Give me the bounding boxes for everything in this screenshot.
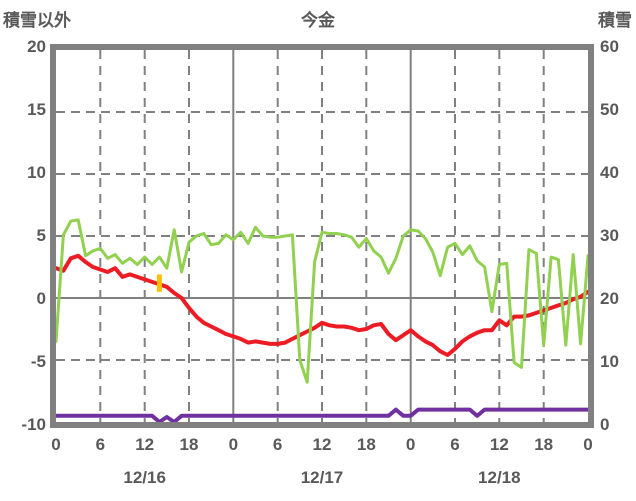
x-axis-hour-tick: 0 bbox=[405, 435, 416, 454]
x-axis-date-label: 12/16 bbox=[123, 468, 166, 487]
orange-bar bbox=[156, 274, 162, 292]
red-line bbox=[56, 253, 588, 357]
left-axis-tick: 0 bbox=[36, 289, 46, 308]
x-axis-hour-tick: 6 bbox=[95, 435, 106, 454]
left-axis-tick: 10 bbox=[27, 163, 46, 182]
right-axis-tick: 40 bbox=[600, 163, 619, 182]
right-axis-tick: 10 bbox=[600, 352, 619, 371]
left-axis-tick: 15 bbox=[27, 100, 46, 119]
x-axis-hour-tick: 6 bbox=[272, 435, 283, 454]
x-axis-date-label: 12/17 bbox=[300, 468, 344, 487]
x-axis-date-label: 12/18 bbox=[478, 468, 521, 487]
right-axis-tick: 20 bbox=[600, 289, 619, 308]
x-axis-hour-tick: 18 bbox=[534, 435, 554, 454]
chart-title: 今金 bbox=[301, 11, 335, 30]
purple-line bbox=[56, 407, 588, 422]
x-axis-hour-tick: 6 bbox=[450, 435, 460, 454]
left-axis-tick: 20 bbox=[27, 37, 46, 56]
x-axis-hour-tick: 18 bbox=[179, 435, 199, 454]
green-line bbox=[56, 218, 588, 384]
left-axis-tick: -5 bbox=[30, 352, 46, 371]
right-axis-tick: 60 bbox=[600, 37, 619, 56]
left-axis-title: 積雪以外 bbox=[3, 11, 71, 30]
x-axis-hour-tick: 12 bbox=[489, 435, 509, 454]
right-axis-tick: 0 bbox=[600, 415, 610, 434]
right-axis-title: 積雪 bbox=[598, 11, 632, 30]
chart-canvas bbox=[56, 50, 588, 422]
left-axis-tick: 5 bbox=[36, 226, 46, 245]
right-axis-tick: 30 bbox=[600, 226, 619, 245]
left-axis-tick: -10 bbox=[21, 415, 46, 434]
x-axis-hour-tick: 0 bbox=[583, 435, 593, 454]
x-axis-hour-tick: 0 bbox=[228, 435, 239, 454]
x-axis-hour-tick: 12 bbox=[135, 435, 155, 454]
x-axis-hour-tick: 18 bbox=[356, 435, 376, 454]
x-axis-hour-tick: 12 bbox=[312, 435, 332, 454]
x-axis-hour-tick: 0 bbox=[51, 435, 61, 454]
right-axis-tick: 50 bbox=[600, 100, 619, 119]
